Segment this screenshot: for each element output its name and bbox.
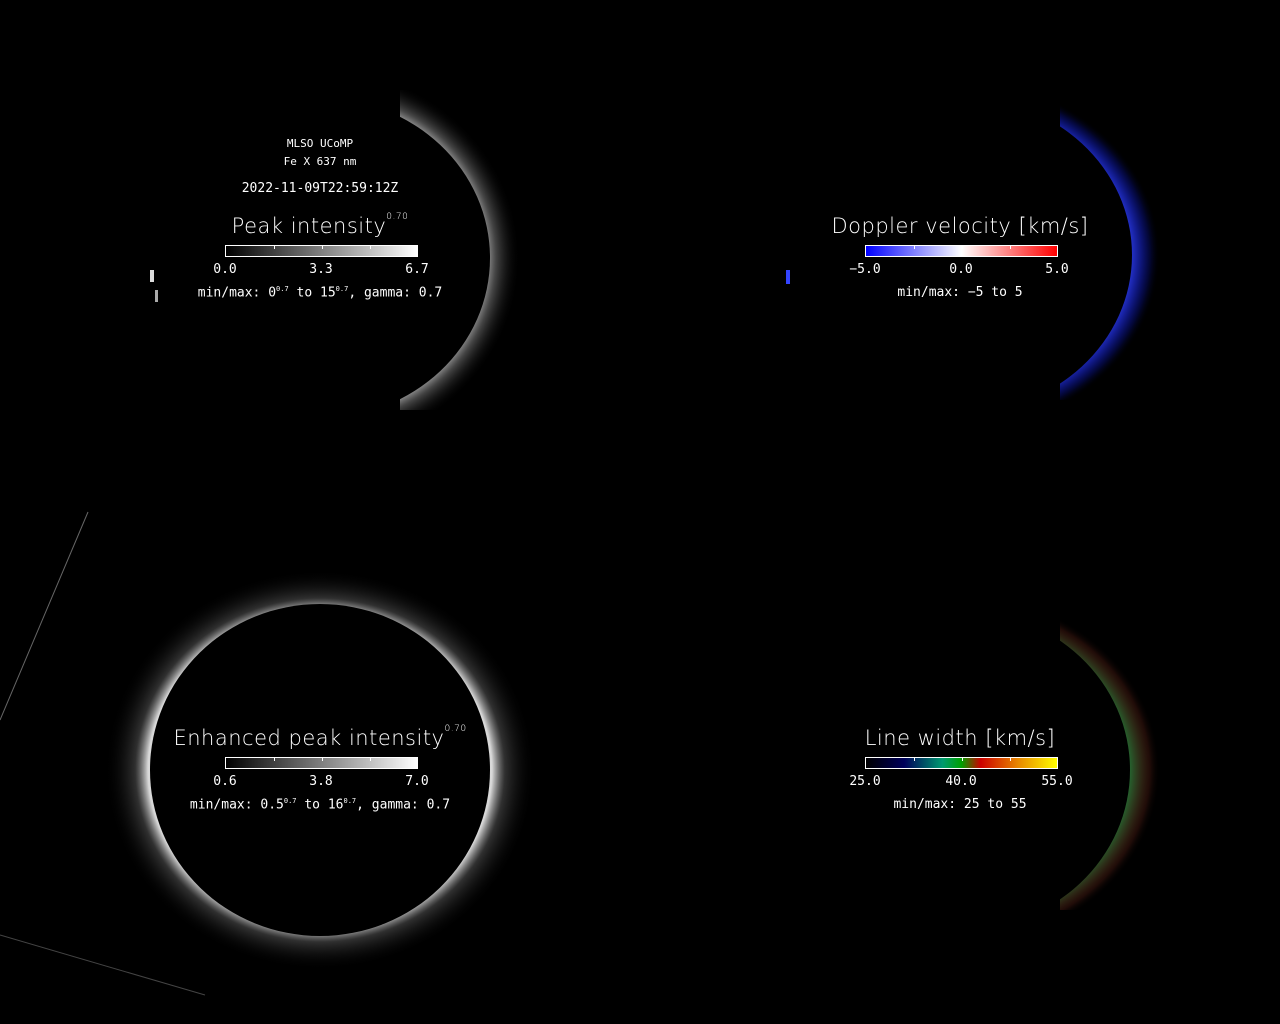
observatory-label: MLSO UCoMP [286, 137, 354, 150]
colorbar-label-mid: 3.3 [309, 262, 333, 277]
doppler-velocity-title: Doppler velocity [km/s] [831, 214, 1089, 238]
line-width-minmax: min/max: 25 to 55 [893, 797, 1027, 812]
peak-intensity-title: Peak intensity0.70 [231, 212, 409, 238]
colorbar-label-max: 55.0 [1041, 774, 1073, 789]
colorbar-label-max: 5.0 [1045, 262, 1069, 277]
datetime-label: 2022-11-09T22:59:12Z [241, 181, 399, 196]
colorbar-label-mid: 40.0 [945, 774, 977, 789]
line-width-image [790, 610, 1160, 930]
colorbar-label-min: −5.0 [849, 262, 881, 277]
line-width-colorbar [865, 757, 1058, 769]
colorbar-label-mid: 3.8 [309, 774, 333, 789]
doppler-velocity-colorbar [865, 245, 1058, 257]
spectral-line-label: Fe X 637 nm [283, 155, 357, 168]
doppler-velocity-minmax: min/max: −5 to 5 [897, 285, 1023, 300]
colorbar-label-max: 6.7 [405, 262, 429, 277]
peak-intensity-minmax: min/max: 00.7 to 150.7, gamma: 0.7 [197, 285, 443, 301]
peak-intensity-colorbar [225, 245, 418, 257]
peak-intensity-image [150, 90, 520, 418]
colorbar-label-min: 0.6 [213, 774, 237, 789]
line-width-title: Line width [km/s] [864, 726, 1056, 750]
enhanced-peak-intensity-colorbar [225, 757, 418, 769]
enhanced-peak-intensity-title: Enhanced peak intensity0.70 [173, 724, 467, 750]
colorbar-label-max: 7.0 [405, 774, 429, 789]
colorbar-label-mid: 0.0 [949, 262, 973, 277]
colorbar-label-min: 25.0 [849, 774, 881, 789]
colorbar-label-min: 0.0 [213, 262, 237, 277]
enhanced-peak-intensity-image [0, 511, 535, 996]
enhanced-peak-intensity-minmax: min/max: 0.50.7 to 160.7, gamma: 0.7 [189, 797, 451, 813]
